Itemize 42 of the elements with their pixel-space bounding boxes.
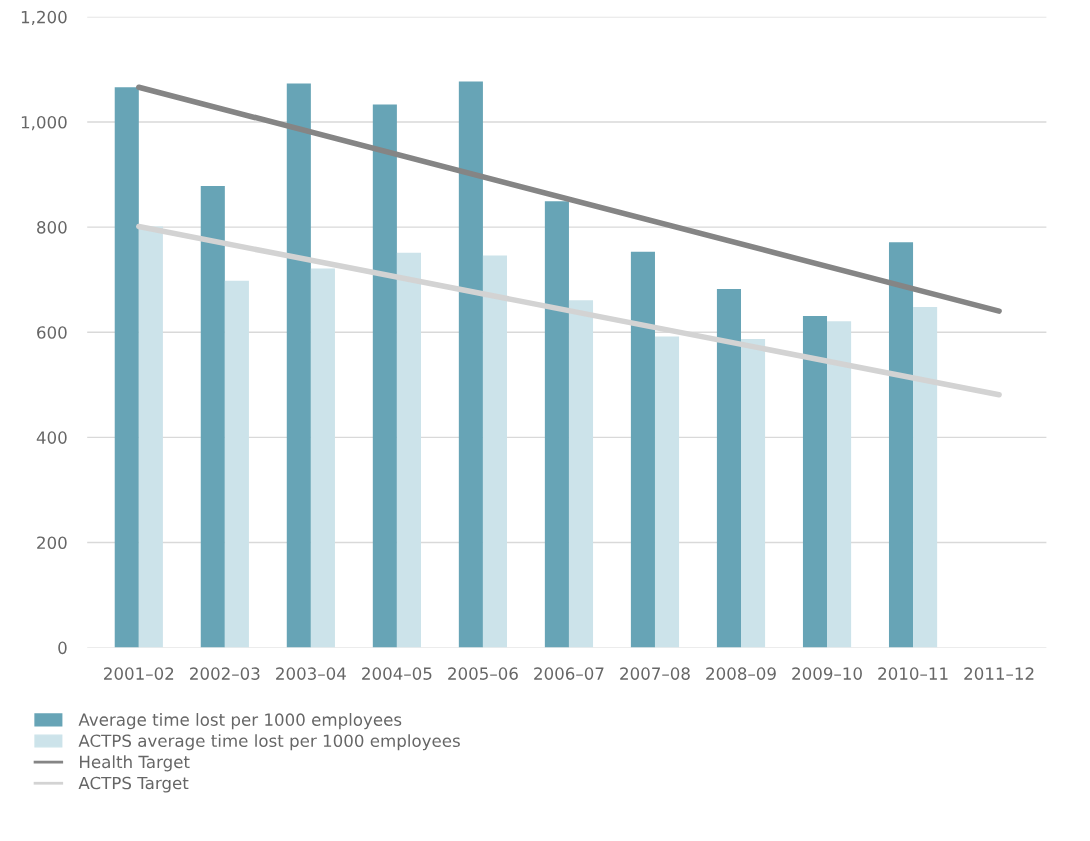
x-tick-label: 2008–09 bbox=[706, 667, 776, 680]
bar bbox=[802, 315, 828, 648]
bar bbox=[630, 251, 655, 648]
x-tick-label: 2005–06 bbox=[448, 667, 518, 680]
legend-label: Health Target bbox=[80, 755, 190, 772]
bar bbox=[138, 226, 163, 648]
legend-label: Average time lost per 1000 employees bbox=[78, 713, 402, 730]
bar bbox=[654, 336, 680, 648]
y-tick-label: 1,000 bbox=[21, 115, 67, 131]
x-tick-label: 2007–08 bbox=[620, 667, 690, 680]
legend-label: ACTPS average time lost per 1000 employees bbox=[78, 734, 460, 751]
y-tick-label: 1,200 bbox=[21, 10, 67, 26]
bar bbox=[458, 81, 483, 648]
bar bbox=[114, 87, 139, 648]
bar bbox=[827, 321, 852, 648]
bar bbox=[200, 186, 225, 648]
legend-label: ACTPS Target bbox=[78, 776, 189, 793]
x-tick-label: 2011–12 bbox=[964, 667, 1034, 680]
bar bbox=[224, 280, 249, 648]
bar bbox=[716, 289, 741, 648]
x-tick-label: 2009–10 bbox=[792, 667, 862, 680]
x-tick-label: 2004–05 bbox=[362, 667, 432, 680]
x-tick-label: 2002–03 bbox=[190, 667, 260, 680]
bar bbox=[888, 242, 914, 648]
y-tick-label: 600 bbox=[37, 326, 67, 339]
bar bbox=[568, 300, 594, 648]
y-tick-label: 400 bbox=[36, 431, 67, 444]
bar bbox=[544, 201, 569, 648]
y-tick-label: 800 bbox=[37, 221, 67, 234]
bar bbox=[741, 339, 766, 648]
bar bbox=[372, 104, 397, 648]
bar bbox=[310, 268, 335, 648]
y-tick-label: 0 bbox=[58, 641, 67, 655]
bar bbox=[396, 252, 421, 648]
x-tick-label: 2003–04 bbox=[276, 667, 346, 680]
x-tick-label: 2001–02 bbox=[104, 667, 174, 680]
bar bbox=[913, 306, 938, 648]
x-tick-label: 2006–07 bbox=[534, 667, 604, 680]
bar bbox=[482, 255, 508, 648]
bar bbox=[286, 83, 311, 648]
x-tick-label: 2010–11 bbox=[878, 667, 948, 680]
y-tick-label: 200 bbox=[37, 536, 67, 550]
